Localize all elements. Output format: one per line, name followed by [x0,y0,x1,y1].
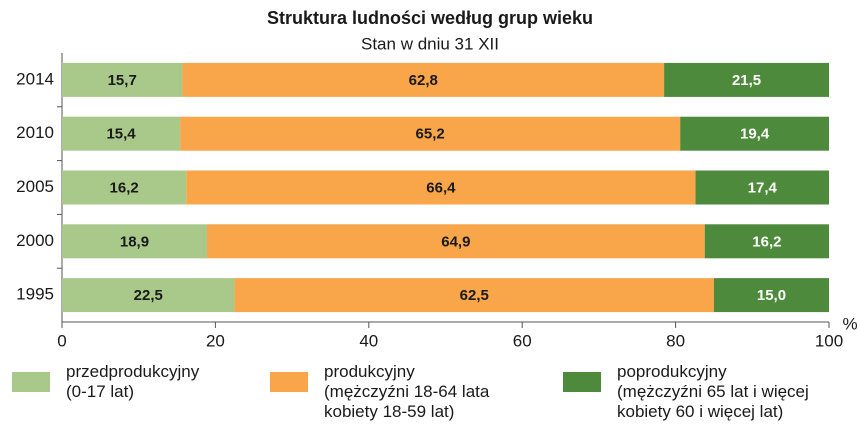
chart-subtitle: Stan w dniu 31 XII [361,34,499,53]
value-label: 65,2 [416,126,445,143]
value-label: 66,4 [426,179,456,196]
legend-swatch [270,372,308,392]
y-tick-label: 1995 [16,285,54,304]
legend-label: poprodukcyjny (mężczyźni 65 lat i więcej… [617,362,809,421]
x-tick-label: 80 [666,331,685,350]
value-label: 16,2 [110,179,139,196]
value-label: 15,7 [108,72,137,89]
legend-label: produkcyjny (mężczyźni 18-64 lata kobiet… [324,362,490,421]
value-label: 19,4 [740,126,770,143]
value-label: 15,4 [106,126,136,143]
value-label: 16,2 [752,233,781,250]
value-label: 22,5 [134,287,163,304]
value-label: 18,9 [120,233,149,250]
bar-segment [234,278,714,313]
chart-title: Struktura ludności według grup wieku [267,8,593,28]
bar-segment [664,62,829,97]
bar-segment [62,278,235,313]
bar-segment [680,116,829,151]
value-label: 17,4 [748,179,778,196]
value-label: 21,5 [732,72,761,89]
bar-segment [182,62,665,97]
bar-segment [180,116,681,151]
x-tick-label: 100 [815,331,843,350]
x-tick-label: 40 [359,331,378,350]
bar-segment [62,224,207,259]
bar-segment [704,224,829,259]
legend-label: przedprodukcyjny (0-17 lat) [66,362,200,401]
x-tick-label: 20 [206,331,225,350]
y-tick-label: 2005 [16,177,54,196]
bar-segment [713,278,829,313]
x-tick-label: 60 [513,331,532,350]
axis-unit: % [842,314,857,333]
value-label: 15,0 [757,287,786,304]
bar-segment [206,224,705,259]
bar-segment [62,170,187,205]
bar-segment [695,170,829,205]
bar-segment [186,170,696,205]
legend-swatch [563,372,601,392]
x-tick-label: 0 [57,331,66,350]
bar-segment [62,62,183,97]
value-label: 62,8 [409,72,438,89]
value-label: 64,9 [441,233,470,250]
y-tick-label: 2014 [16,69,54,88]
value-label: 62,5 [460,287,489,304]
legend-item: produkcyjny (mężczyźni 18-64 lata kobiet… [270,362,489,422]
legend-swatch [12,372,50,392]
y-tick-label: 2000 [16,231,54,250]
legend-item: poprodukcyjny (mężczyźni 65 lat i więcej… [563,362,809,422]
bar-segment [62,116,181,151]
y-tick-label: 2010 [16,123,54,142]
legend-item: przedprodukcyjny (0-17 lat) [12,362,199,402]
